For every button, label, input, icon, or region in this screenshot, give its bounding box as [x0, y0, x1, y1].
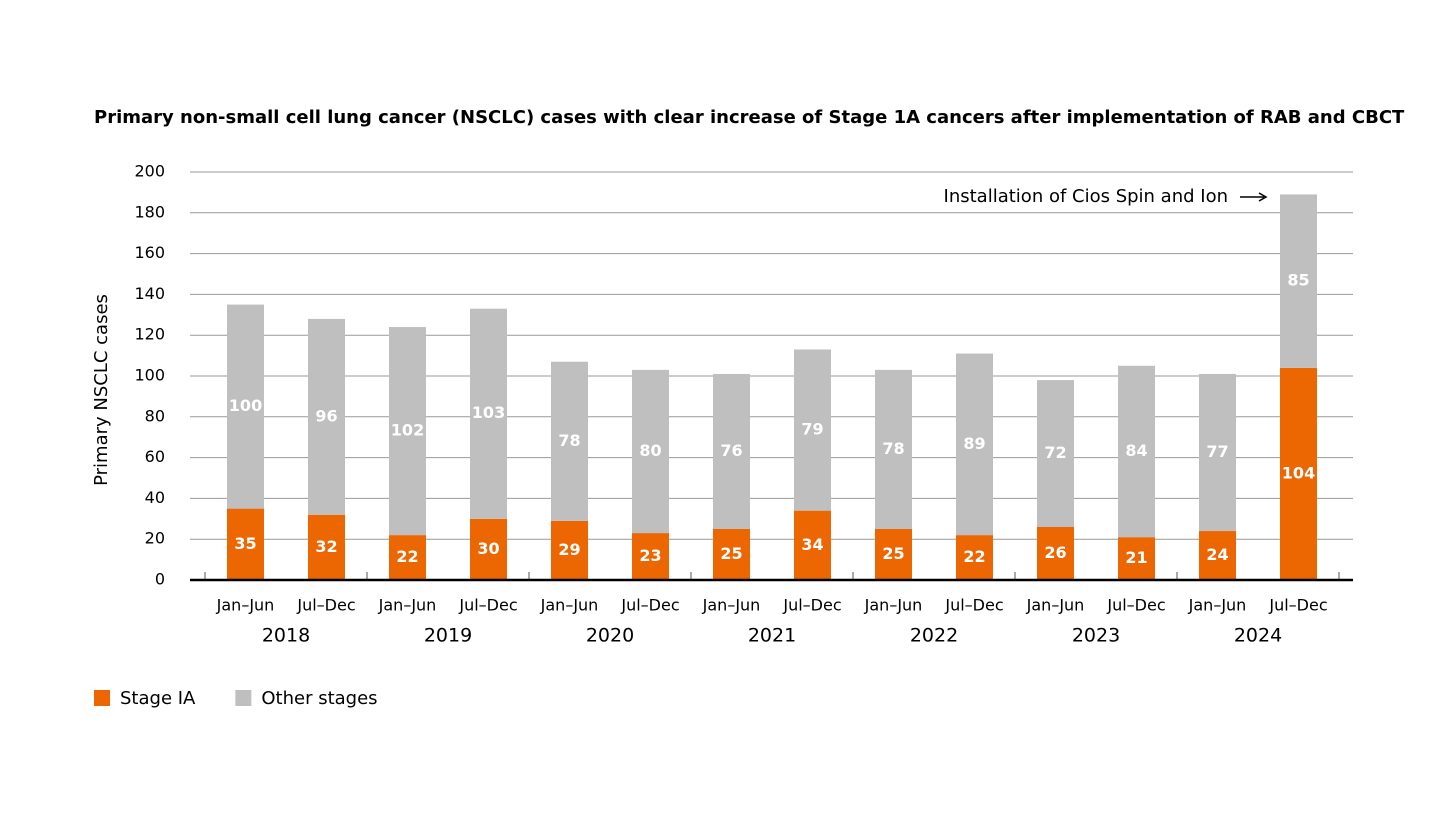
- bar-segment: [632, 369, 669, 534]
- bar-segment: [956, 353, 993, 536]
- x-tick-label: Jan–Jun: [1188, 596, 1247, 615]
- x-tick-label: Jul–Dec: [782, 596, 841, 615]
- value-label: 76: [720, 441, 742, 460]
- bar-segment: [956, 535, 993, 580]
- y-tick-label: 140: [134, 284, 165, 303]
- value-label: 72: [1044, 443, 1066, 462]
- value-label: 78: [882, 439, 904, 458]
- y-tick-label: 100: [134, 366, 165, 385]
- x-group-label: 2020: [586, 625, 634, 647]
- bar-segment: [389, 327, 426, 536]
- value-label: 25: [882, 544, 904, 563]
- bar-segment: [794, 349, 831, 511]
- bar-segment: [227, 304, 264, 509]
- bar-segment: [1199, 531, 1236, 580]
- bar-segment: [1280, 367, 1317, 580]
- value-label: 34: [801, 535, 823, 554]
- x-tick-label: Jan–Jun: [216, 596, 275, 615]
- x-group-label: 2023: [1072, 625, 1120, 647]
- bar-segment: [713, 373, 750, 529]
- value-label: 29: [558, 540, 580, 559]
- bar-segment: [308, 318, 345, 515]
- value-label: 21: [1125, 548, 1147, 567]
- y-tick-label: 180: [134, 202, 165, 221]
- x-tick-label: Jul–Dec: [1268, 596, 1327, 615]
- x-group-label: 2018: [262, 625, 310, 647]
- bar-segment: [875, 369, 912, 529]
- y-tick-label: 120: [134, 325, 165, 344]
- y-tick-label: 200: [134, 162, 165, 181]
- bar-segment: [794, 510, 831, 580]
- x-tick-label: Jul–Dec: [620, 596, 679, 615]
- x-tick-label: Jul–Dec: [458, 596, 517, 615]
- value-label: 96: [315, 406, 337, 425]
- value-label: 89: [963, 434, 985, 453]
- x-tick-label: Jul–Dec: [296, 596, 355, 615]
- value-label: 35: [234, 534, 256, 553]
- y-tick-label: 60: [145, 447, 165, 466]
- bar-segment: [713, 529, 750, 580]
- x-tick-label: Jan–Jun: [540, 596, 599, 615]
- x-tick-label: Jul–Dec: [1106, 596, 1165, 615]
- value-label: 103: [472, 403, 505, 422]
- x-group-label: 2024: [1234, 625, 1282, 647]
- x-tick-label: Jan–Jun: [378, 596, 437, 615]
- bar-segment: [875, 529, 912, 580]
- value-label: 22: [963, 547, 985, 566]
- legend-label: Other stages: [261, 688, 377, 709]
- bar-segment: [1118, 365, 1155, 538]
- bar-segment: [1280, 194, 1317, 368]
- value-label: 79: [801, 420, 823, 439]
- x-group-label: 2021: [748, 625, 796, 647]
- value-label: 78: [558, 431, 580, 450]
- chart-title: Primary non-small cell lung cancer (NSCL…: [94, 107, 1405, 128]
- y-tick-label: 0: [155, 570, 165, 589]
- value-label: 24: [1206, 545, 1228, 564]
- bar-segment: [1037, 380, 1074, 527]
- legend-swatch: [94, 690, 110, 706]
- bar-segment: [551, 520, 588, 580]
- value-label: 100: [229, 396, 262, 415]
- value-label: 85: [1287, 271, 1309, 290]
- bar-segment: [470, 308, 507, 519]
- bar-segment: [632, 533, 669, 580]
- legend-swatch: [235, 690, 252, 706]
- value-label: 77: [1206, 442, 1228, 461]
- y-tick-label: 40: [145, 488, 165, 507]
- bar-segment: [308, 514, 345, 580]
- bar-segment: [1118, 537, 1155, 580]
- x-group-label: 2019: [424, 625, 472, 647]
- value-label: 23: [639, 546, 661, 565]
- bar-segment: [389, 535, 426, 580]
- y-tick-label: 160: [134, 243, 165, 262]
- annotation: Installation of Cios Spin and Ion: [944, 186, 1228, 207]
- legend-label: Stage IA: [120, 688, 196, 709]
- x-tick-label: Jan–Jun: [1026, 596, 1085, 615]
- value-label: 32: [315, 537, 337, 556]
- x-tick-label: Jul–Dec: [944, 596, 1003, 615]
- annotation-arrow-head: [1258, 192, 1268, 202]
- bar-segment: [551, 361, 588, 521]
- value-label: 102: [391, 421, 424, 440]
- x-tick-label: Jan–Jun: [702, 596, 761, 615]
- y-tick-label: 20: [145, 529, 165, 548]
- value-label: 30: [477, 539, 499, 558]
- x-tick-label: Jan–Jun: [864, 596, 923, 615]
- bar-segment: [1037, 526, 1074, 580]
- value-label: 22: [396, 547, 418, 566]
- value-label: 104: [1282, 463, 1315, 482]
- value-label: 80: [639, 441, 661, 460]
- bar-segment: [1199, 373, 1236, 532]
- value-label: 84: [1125, 441, 1147, 460]
- bar-segment: [227, 508, 264, 580]
- value-label: 25: [720, 544, 742, 563]
- bar-segment: [470, 518, 507, 580]
- value-label: 26: [1044, 543, 1066, 562]
- y-tick-label: 80: [145, 406, 165, 425]
- y-axis-label: Primary NSCLC cases: [91, 294, 112, 486]
- x-group-label: 2022: [910, 625, 958, 647]
